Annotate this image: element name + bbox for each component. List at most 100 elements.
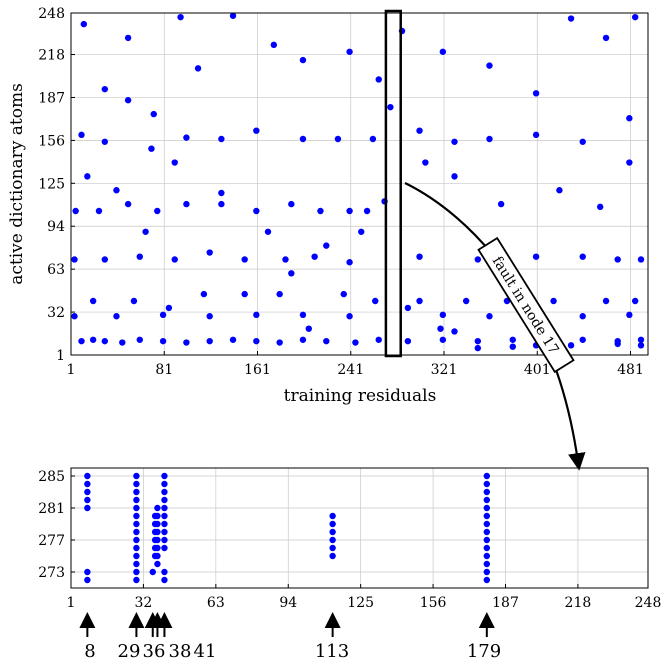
data-point: [567, 15, 575, 22]
data-point: [218, 200, 225, 208]
bottom-plot-frame: [70, 467, 649, 589]
data-point: [206, 249, 213, 256]
data-point: [154, 207, 161, 215]
data-point: [133, 568, 140, 576]
data-point: [264, 228, 272, 235]
data-point: [133, 512, 140, 520]
data-point: [483, 520, 491, 528]
data-point: [387, 103, 394, 111]
data-point: [136, 253, 143, 260]
top-grid: [70, 12, 648, 356]
data-point: [305, 325, 312, 332]
data-point: [84, 472, 91, 480]
pointer-label: 8: [84, 641, 95, 662]
data-point: [119, 339, 126, 346]
data-point: [133, 520, 140, 528]
data-point: [133, 504, 140, 512]
data-point: [375, 336, 382, 343]
data-point: [183, 200, 190, 208]
data-point: [136, 336, 143, 343]
data-point: [372, 297, 379, 305]
data-point: [579, 138, 586, 145]
data-point: [161, 568, 168, 576]
data-point: [124, 34, 132, 42]
data-point: [154, 552, 161, 560]
data-point: [154, 544, 161, 552]
data-point: [579, 336, 586, 343]
data-point: [550, 297, 557, 305]
top-plot-frame: [70, 12, 649, 356]
data-point: [148, 145, 155, 152]
data-point: [602, 34, 610, 42]
pointer-label: 179: [467, 641, 501, 662]
y-tick-label: 32: [47, 305, 65, 321]
annotation-box: fault in node 17: [477, 236, 575, 374]
top-points: [71, 12, 645, 352]
data-point: [161, 480, 168, 488]
data-point: [497, 200, 505, 208]
data-point: [124, 200, 132, 208]
data-point: [133, 560, 140, 568]
data-point: [329, 536, 336, 544]
y-tick-label: 285: [38, 469, 65, 485]
data-point: [113, 187, 120, 194]
data-point: [165, 304, 173, 312]
data-point: [161, 472, 168, 480]
data-point: [89, 336, 97, 343]
data-point: [133, 544, 140, 552]
data-point: [369, 135, 377, 143]
x-tick-label: 125: [347, 595, 374, 611]
data-point: [84, 576, 91, 584]
data-point: [218, 189, 225, 197]
data-point: [597, 203, 604, 211]
data-point: [149, 568, 156, 576]
data-point: [483, 488, 491, 496]
data-point: [133, 472, 140, 480]
data-point: [317, 207, 324, 215]
data-point: [95, 207, 103, 215]
data-point: [276, 290, 283, 298]
data-point: [253, 207, 260, 215]
data-point: [416, 297, 423, 305]
data-point: [556, 187, 563, 194]
data-point: [439, 311, 447, 319]
data-point: [437, 325, 444, 332]
data-point: [637, 256, 645, 263]
data-point: [486, 62, 493, 69]
data-point: [474, 337, 482, 345]
bottom-ticks: 1 32 63 94 125 156 187 218 248 273 277 281 285: [38, 469, 661, 611]
data-point: [133, 552, 140, 560]
data-point: [130, 297, 138, 305]
data-point: [154, 560, 161, 568]
data-point: [84, 488, 91, 496]
data-point: [631, 13, 639, 21]
top-y-axis-label: active dictionary atoms: [7, 83, 27, 285]
data-point: [631, 297, 639, 305]
data-point: [451, 173, 458, 180]
data-point: [161, 536, 168, 544]
x-tick-label: 161: [244, 362, 271, 378]
data-point: [133, 536, 140, 544]
data-point: [614, 256, 621, 263]
data-point: [579, 313, 586, 320]
data-point: [451, 328, 458, 335]
x-tick-label: 481: [617, 362, 644, 378]
data-point: [206, 313, 213, 320]
data-point: [253, 127, 260, 134]
data-point: [154, 528, 161, 536]
data-point: [270, 41, 278, 49]
data-point: [363, 207, 371, 215]
data-point: [161, 520, 168, 528]
data-point: [329, 544, 336, 552]
data-point: [311, 253, 318, 260]
data-point: [159, 337, 167, 345]
data-point: [329, 512, 336, 520]
data-point: [334, 135, 342, 143]
data-point: [422, 159, 429, 166]
data-point: [101, 138, 109, 145]
x-tick-label: 32: [135, 595, 153, 611]
pointer-label: 113: [315, 641, 349, 662]
data-point: [84, 480, 91, 488]
data-point: [404, 304, 412, 312]
